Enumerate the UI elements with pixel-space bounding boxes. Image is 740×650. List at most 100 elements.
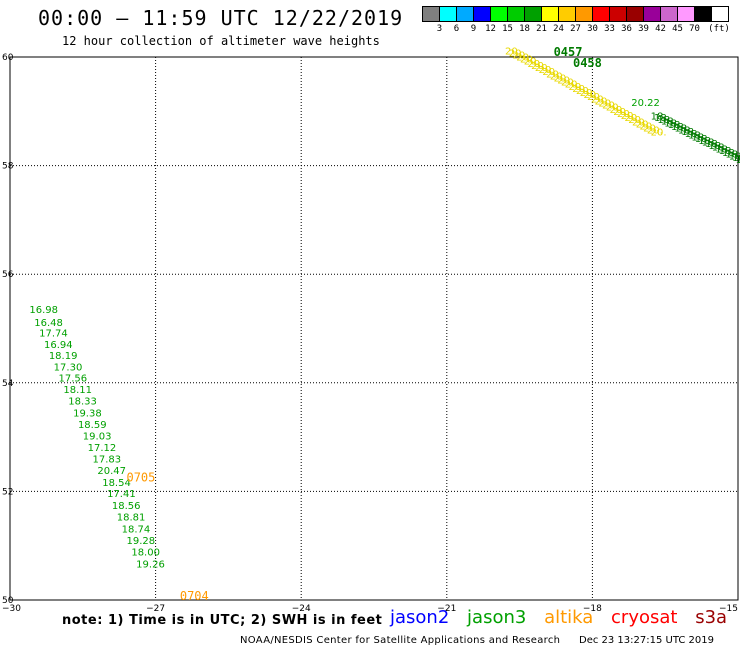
lat-tick-label: 56: [2, 270, 14, 280]
swh-value: 16.98: [29, 305, 58, 316]
jason3-track-label: 18.: [725, 150, 740, 161]
swh-value: 18.19: [49, 351, 78, 362]
altika-track-label: 20.: [595, 96, 611, 107]
color-scale-label: 15: [502, 24, 513, 34]
color-scale-label: 36: [621, 24, 632, 34]
jason3-track-label: 18.: [705, 139, 721, 150]
color-scale-swatch: [491, 7, 508, 21]
lon-tick-label: −24: [292, 604, 311, 614]
altika-track-label: 20.: [628, 115, 644, 126]
color-scale-swatch: [508, 7, 525, 21]
lat-tick-label: 50: [2, 596, 14, 606]
swh-value: 19.38: [73, 408, 102, 419]
jason3-track-label: 18.: [691, 132, 707, 143]
color-scale-label: 45: [672, 24, 683, 34]
altika-track-label: 20.: [565, 80, 581, 91]
color-scale-swatch: [610, 7, 627, 21]
swh-value: 17.56: [59, 374, 88, 385]
altika-track-label: 20.: [610, 105, 626, 116]
credit-text: NOAA/NESDIS Center for Satellite Applica…: [240, 635, 561, 646]
lat-tick-label: 60: [2, 53, 14, 63]
color-scale-label: 21: [536, 24, 547, 34]
jason3-track-label: 18.: [729, 151, 740, 162]
altika-track-label: 20.: [516, 53, 532, 64]
altika-track-label: 20.: [535, 63, 551, 74]
legend-jason2: jason2: [390, 607, 450, 628]
color-scale-swatch: [576, 7, 593, 21]
lat-tick-label: 52: [2, 487, 13, 497]
color-scale-label: 30: [587, 24, 598, 34]
altika-track-label: 20.: [639, 121, 655, 132]
altika-track-label: 20.: [587, 92, 603, 103]
color-scale-swatch: [474, 7, 491, 21]
swh-value: 18.33: [68, 397, 97, 408]
color-scale-label: 9: [470, 24, 477, 34]
jason3-track-label: 18.: [681, 127, 697, 138]
altika-track-label: 20.: [542, 67, 558, 78]
jason3-track-label: 18.: [698, 136, 714, 147]
wave-height-color-scale: (ft) 3 6 9 12 15 18 21 24 27 30 33 36 39 42 45 70: [422, 6, 730, 36]
altika-track-label: 20.: [621, 111, 637, 122]
swh-value: 20.22: [631, 98, 660, 109]
lat-tick-label: 58: [2, 162, 14, 172]
color-scale-swatch: [559, 7, 576, 21]
color-scale-swatch: [423, 7, 440, 21]
color-scale-label: 33: [604, 24, 615, 34]
lon-tick-label: −21: [437, 604, 456, 614]
altika-track-label: 20.: [524, 57, 540, 68]
color-scale-label: 3: [436, 24, 443, 34]
jason3-track-label: 18.: [657, 115, 673, 126]
altika-track-label: 20.: [509, 48, 525, 59]
jason3-track-label: 18.: [651, 111, 667, 122]
swh-value: 18.81: [117, 513, 146, 524]
swh-value: 18.59: [78, 420, 107, 431]
swh-value: 20.47: [97, 466, 126, 477]
lon-tick-label: −27: [146, 604, 165, 614]
color-scale-label: 27: [570, 24, 581, 34]
altika-track-label: 20.: [531, 61, 547, 72]
swh-value: 17.30: [54, 362, 83, 373]
map-frame: [9, 56, 739, 601]
jason3-track-label: 18.: [736, 155, 740, 166]
color-scale-swatch: [661, 7, 678, 21]
color-scale-label: 70: [689, 24, 700, 34]
jason3-track-label: 18.: [668, 120, 684, 131]
swh-value: 17.41: [107, 489, 136, 500]
altika-track-label: 20.: [636, 119, 652, 130]
jason3-track-label: 18.: [654, 113, 670, 124]
lon-tick-label: −15: [719, 604, 738, 614]
jason3-track-label: 18.: [722, 148, 738, 159]
color-scale-swatch: [542, 7, 559, 21]
altika-track-label: 20.: [591, 94, 607, 105]
color-scale-label: 24: [553, 24, 564, 34]
axis-labels: −30 −27 −24 −21 −18 −15 60 58 56 54 52 50: [2, 53, 738, 614]
swh-value: 17.83: [93, 455, 122, 466]
color-scale-label: 18: [519, 24, 530, 34]
altika-track-label: 20.: [505, 46, 521, 57]
altika-track-label: 20.: [561, 78, 577, 89]
swh-value: 16.94: [44, 340, 73, 351]
swh-value: 17.74: [39, 329, 68, 340]
color-scale-labels: (ft) 3 6 9 12 15 18 21 24 27 30 33 36 39 42 45 70: [422, 22, 730, 36]
altika-track-label: 20.: [625, 113, 641, 124]
color-scale-label: 12: [485, 24, 496, 34]
jason3-track-label: 18.: [732, 153, 740, 164]
page-subtitle: 12 hour collection of altimeter wave hei…: [62, 34, 380, 48]
color-scale-swatch: [525, 7, 542, 21]
color-scale-label: 6: [453, 24, 460, 34]
jason3-track-label: 18.: [702, 138, 718, 149]
color-scale-label: 42: [655, 24, 666, 34]
swh-observations: 16.98 16.4817.7416.9418.1917.3017.5618.11…: [29, 98, 659, 571]
swh-value: 19.26: [136, 559, 165, 570]
pass-time-label: 0458: [573, 56, 602, 70]
altika-track-label: 20.: [606, 103, 622, 114]
swh-value: 18.11: [63, 385, 92, 396]
jason3-track-label: 18.: [661, 117, 677, 128]
jason3-track-label: 18.: [664, 118, 680, 129]
color-scale-swatch: [440, 7, 457, 21]
altika-track-label: 20.: [643, 124, 659, 135]
pass-time-label: 0704: [180, 589, 209, 603]
altika-track-label: 20.: [583, 90, 599, 101]
altika-track-label: 20.: [647, 126, 663, 137]
